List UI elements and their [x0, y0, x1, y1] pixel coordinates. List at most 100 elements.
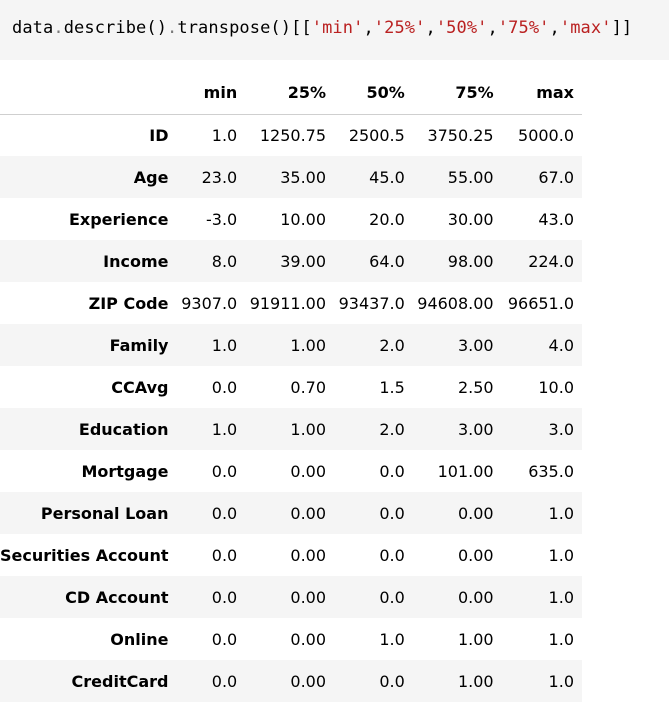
row-label: ID [149, 125, 169, 145]
table-cell: 0.0 [211, 503, 238, 523]
code-comma: , [363, 18, 374, 38]
table-cell: 1.0 [548, 545, 574, 565]
table-cell: 8.0 [211, 251, 238, 271]
table-row: Personal Loan 0.0 0.00 0.0 0.00 1.0 [0, 492, 582, 534]
column-header-25: 25% [245, 72, 335, 115]
table-cell: 3.00 [457, 335, 494, 355]
code-dot: . [167, 18, 178, 38]
table-row: CreditCard 0.0 0.00 0.0 1.00 1.0 [0, 660, 582, 702]
code-method-describe: describe [63, 18, 147, 38]
table-cell: 30.00 [447, 209, 494, 229]
table-cell: 0.0 [211, 377, 238, 397]
table-cell: 20.0 [369, 209, 405, 229]
table-cell: 9307.0 [181, 293, 238, 313]
table-cell: 0.0 [211, 461, 238, 481]
table-row: Age 23.0 35.00 45.0 55.00 67.0 [0, 156, 582, 198]
table-cell: 0.0 [211, 587, 238, 607]
table-cell: 91911.00 [249, 293, 327, 313]
table-cell: 0.00 [290, 629, 327, 649]
table-cell: 1250.75 [259, 125, 327, 145]
row-label: Online [110, 629, 169, 649]
table-cell: 2500.5 [348, 125, 405, 145]
code-cell[interactable]: data.describe().transpose()[['min','25%'… [0, 0, 669, 60]
code-key: 'min' [311, 18, 364, 38]
code-input-line[interactable]: data.describe().transpose()[['min','25%'… [12, 18, 632, 38]
table-cell: 96651.0 [507, 293, 574, 313]
table-cell: 39.00 [280, 251, 327, 271]
row-label: Experience [68, 209, 169, 229]
code-dot: . [53, 18, 64, 38]
table-cell: 2.0 [379, 335, 405, 355]
table-cell: 1.0 [379, 629, 405, 649]
table-cell: 0.0 [379, 461, 405, 481]
table-cell: 0.0 [379, 545, 405, 565]
dataframe-table: min 25% 50% 75% max ID 1.0 1250.75 2500.5 37… [0, 72, 582, 702]
row-label: Family [109, 335, 169, 355]
code-method-transpose: transpose [177, 18, 271, 38]
table-cell: 45.0 [369, 167, 405, 187]
table-cell: 0.0 [379, 671, 405, 691]
table-cell: 1.0 [211, 125, 238, 145]
table-cell: 10.00 [280, 209, 327, 229]
table-cell: 2.0 [379, 419, 405, 439]
index-header [0, 72, 177, 115]
code-parens: () [270, 18, 292, 38]
table-cell: 3.0 [548, 419, 574, 439]
code-comma: , [425, 18, 436, 38]
row-label: Education [78, 419, 169, 439]
table-row: Income 8.0 39.00 64.0 98.00 224.0 [0, 240, 582, 282]
table-row: CD Account 0.0 0.00 0.0 0.00 1.0 [0, 576, 582, 618]
table-cell: 10.0 [538, 377, 574, 397]
table-cell: 0.00 [457, 587, 494, 607]
table-cell: -3.0 [206, 209, 238, 229]
table-cell: 23.0 [201, 167, 238, 187]
table-cell: 0.00 [290, 671, 327, 691]
table-cell: 0.0 [379, 503, 405, 523]
table-cell: 1.00 [457, 671, 494, 691]
table-row: ZIP Code 9307.0 91911.00 93437.0 94608.00 966… [0, 282, 582, 324]
column-header-max: max [501, 72, 582, 115]
code-bracket-close: ]] [611, 18, 633, 38]
table-cell: 1.00 [457, 629, 494, 649]
table-row: Family 1.0 1.00 2.0 3.00 4.0 [0, 324, 582, 366]
table-row: ID 1.0 1250.75 2500.5 3750.25 5000.0 [0, 114, 582, 156]
table-cell: 93437.0 [338, 293, 405, 313]
table-cell: 67.0 [538, 167, 574, 187]
table-cell: 4.0 [548, 335, 574, 355]
table-cell: 0.00 [290, 545, 327, 565]
table-cell: 98.00 [447, 251, 494, 271]
row-label: CCAvg [111, 377, 169, 397]
table-cell: 5000.0 [518, 125, 574, 145]
table-cell: 1.0 [548, 629, 574, 649]
table-cell: 1.0 [548, 671, 574, 691]
column-header-50: 50% [334, 72, 413, 115]
row-label: CreditCard [71, 671, 169, 691]
row-label: Income [103, 251, 169, 271]
row-label: Mortgage [81, 461, 169, 481]
row-label: Securities Account [0, 545, 169, 565]
table-cell: 3750.25 [427, 125, 494, 145]
table-row: Securities Account 0.0 0.00 0.0 0.00 1.0 [0, 534, 582, 576]
table-row: Mortgage 0.0 0.00 0.0 101.00 635.0 [0, 450, 582, 492]
table-cell: 2.50 [457, 377, 494, 397]
table-cell: 0.00 [290, 461, 327, 481]
table-row: Experience -3.0 10.00 20.0 30.00 43.0 [0, 198, 582, 240]
table-cell: 0.00 [457, 503, 494, 523]
table-cell: 1.0 [548, 503, 574, 523]
table-cell: 635.0 [528, 461, 574, 481]
row-label: Age [133, 167, 169, 187]
code-comma: , [549, 18, 560, 38]
table-row: Online 0.0 0.00 1.0 1.00 1.0 [0, 618, 582, 660]
code-parens: () [146, 18, 168, 38]
code-key: '25%' [373, 18, 426, 38]
row-label: CD Account [65, 587, 169, 607]
table-cell: 0.0 [211, 671, 238, 691]
header-row: min 25% 50% 75% max [0, 72, 582, 115]
table-body: ID 1.0 1250.75 2500.5 3750.25 5000.0 Age 23.0 35… [0, 114, 582, 702]
table-cell: 0.70 [290, 377, 327, 397]
table-cell: 0.0 [379, 587, 405, 607]
table-cell: 101.00 [437, 461, 494, 481]
code-key: 'max' [559, 18, 612, 38]
table-cell: 1.00 [290, 419, 327, 439]
table-cell: 1.00 [290, 335, 327, 355]
